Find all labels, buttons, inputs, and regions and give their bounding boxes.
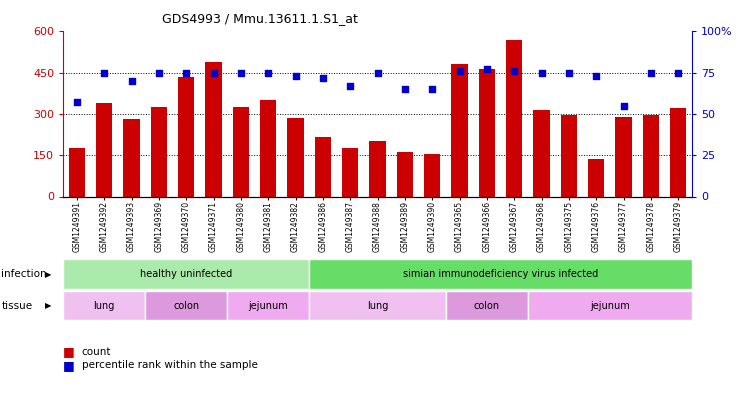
Bar <box>63 291 145 320</box>
Bar <box>310 291 446 320</box>
Point <box>618 103 629 109</box>
Bar <box>561 116 577 196</box>
Bar <box>96 103 112 196</box>
Point <box>235 70 247 76</box>
Text: jejunum: jejunum <box>248 301 288 310</box>
Point <box>426 86 438 92</box>
Text: infection: infection <box>1 269 47 279</box>
Text: jejunum: jejunum <box>590 301 629 310</box>
Point <box>126 78 138 84</box>
Bar <box>233 107 249 196</box>
Text: ▶: ▶ <box>45 301 51 310</box>
Point <box>289 73 301 79</box>
Text: colon: colon <box>173 301 199 310</box>
Text: simian immunodeficiency virus infected: simian immunodeficiency virus infected <box>403 269 598 279</box>
Point <box>98 70 110 76</box>
Bar <box>643 116 659 196</box>
Point <box>344 83 356 89</box>
Text: lung: lung <box>94 301 115 310</box>
Point <box>563 70 575 76</box>
Text: lung: lung <box>367 301 388 310</box>
Point <box>508 68 520 74</box>
Point <box>317 75 329 81</box>
Bar <box>424 154 440 196</box>
Bar <box>452 64 468 196</box>
Bar <box>124 119 140 196</box>
Point <box>153 70 165 76</box>
Text: ■: ■ <box>63 345 75 358</box>
Text: tissue: tissue <box>1 301 33 310</box>
Point <box>590 73 602 79</box>
Bar <box>178 77 194 196</box>
Bar <box>615 117 632 196</box>
Bar <box>205 62 222 196</box>
Bar <box>397 152 413 196</box>
Point <box>481 66 493 73</box>
Bar <box>63 259 310 289</box>
Bar <box>151 107 167 196</box>
Bar <box>446 291 528 320</box>
Bar <box>260 100 277 196</box>
Point <box>399 86 411 92</box>
Point <box>372 70 384 76</box>
Text: ▶: ▶ <box>45 270 51 279</box>
Text: GDS4993 / Mmu.13611.1.S1_at: GDS4993 / Mmu.13611.1.S1_at <box>162 12 359 25</box>
Bar <box>310 259 692 289</box>
Text: ■: ■ <box>63 359 75 372</box>
Bar <box>478 68 495 196</box>
Bar <box>369 141 386 196</box>
Text: colon: colon <box>474 301 500 310</box>
Point <box>208 70 219 76</box>
Bar <box>533 110 550 196</box>
Bar <box>342 148 359 196</box>
Point <box>645 70 657 76</box>
Bar <box>68 148 85 196</box>
Bar <box>670 108 687 196</box>
Point <box>536 70 548 76</box>
Bar <box>528 291 692 320</box>
Bar <box>588 160 604 196</box>
Text: percentile rank within the sample: percentile rank within the sample <box>82 360 257 371</box>
Text: count: count <box>82 347 112 357</box>
Point <box>180 70 192 76</box>
Bar <box>145 291 227 320</box>
Point <box>263 70 275 76</box>
Point <box>673 70 684 76</box>
Text: healthy uninfected: healthy uninfected <box>140 269 232 279</box>
Bar <box>287 118 304 196</box>
Bar <box>506 40 522 197</box>
Point <box>71 99 83 106</box>
Bar <box>315 137 331 196</box>
Point <box>454 68 466 74</box>
Bar <box>227 291 310 320</box>
